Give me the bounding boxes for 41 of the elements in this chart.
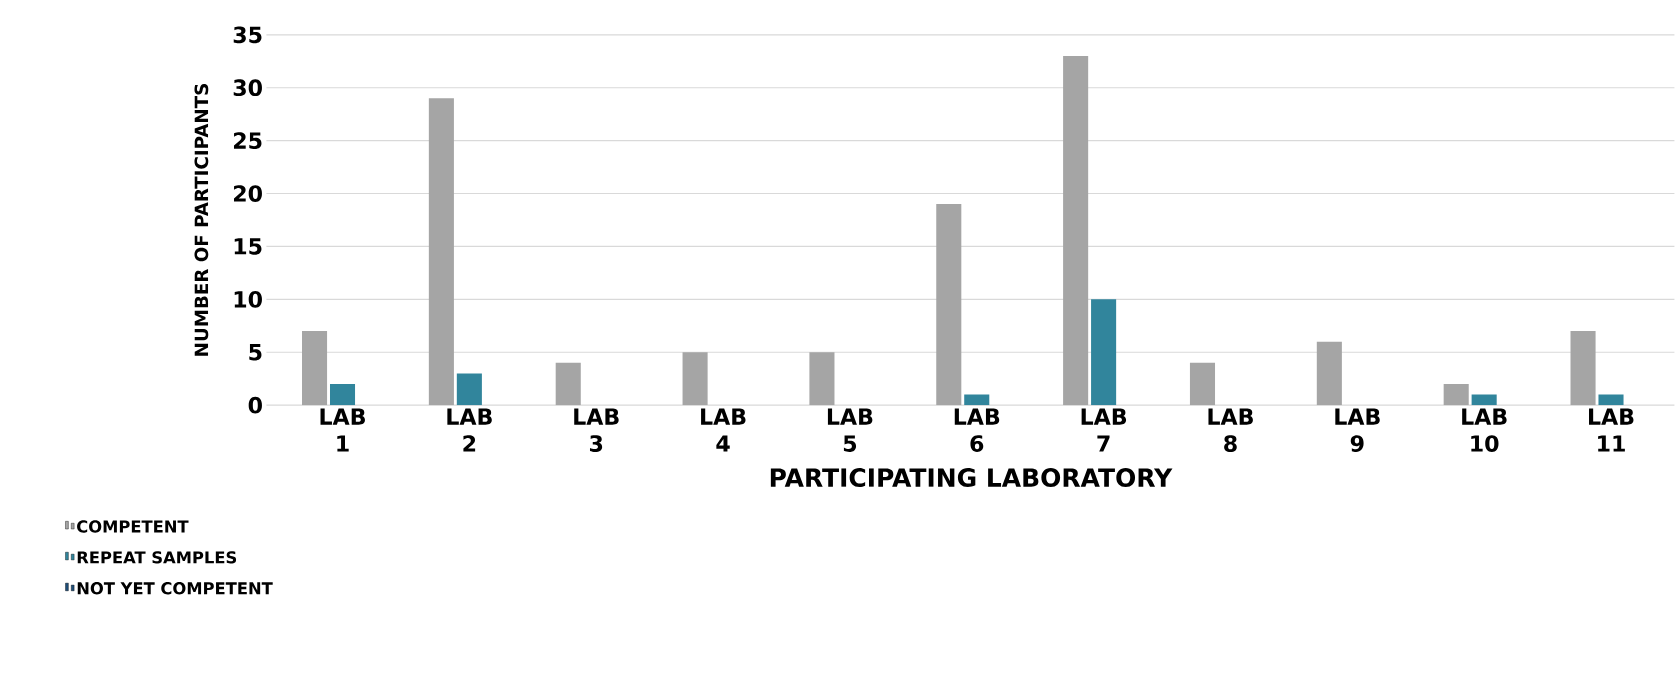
legend-label: NOT YET COMPETENT [77,582,273,595]
bar [555,362,581,406]
x-tick-label: LAB 2 [447,408,492,452]
bar [1189,362,1216,406]
y-tick-label: 5 [249,344,262,361]
y-tick-label: 35 [233,26,262,44]
y-tick-label: 15 [234,238,262,255]
x-tick-label: LAB 7 [1081,408,1127,452]
x-tick-label: LAB 5 [827,408,873,452]
x-axis-title: PARTICIPATING LABORATORY [770,468,1173,487]
bar [809,352,835,406]
bar [1570,331,1596,406]
x-tick-label: LAB 4 [701,408,746,452]
bar [682,352,708,406]
bar [456,373,482,406]
x-tick-label: LAB 8 [1208,408,1253,452]
x-tick-label: LAB 9 [1335,408,1380,452]
legend-label: COMPETENT [77,520,189,533]
y-tick-label: 30 [233,79,262,97]
legend-label: REPEAT SAMPLES [77,551,237,564]
y-tick-label: 25 [233,132,262,149]
bar [936,204,962,406]
bar [1443,383,1469,406]
bar [1063,55,1089,406]
x-tick-label: LAB 1 [320,408,365,452]
y-tick-label: 0 [248,396,262,414]
bar [1316,341,1342,406]
bar [329,383,356,406]
x-tick-label: LAB 3 [574,408,619,452]
y-tick-label: 20 [233,185,262,202]
y-axis-title: NUMBER OF PARTICIPANTS [194,84,209,356]
bar [1091,299,1117,406]
bar [302,331,328,406]
bar [1598,394,1624,406]
bar [428,98,454,406]
x-tick-label: LAB 11 [1589,408,1634,452]
bar [1471,394,1497,406]
y-tick-label: 10 [234,290,262,308]
bar [964,394,990,406]
x-tick-label: LAB 6 [954,408,1000,452]
x-tick-label: LAB 10 [1462,408,1507,452]
